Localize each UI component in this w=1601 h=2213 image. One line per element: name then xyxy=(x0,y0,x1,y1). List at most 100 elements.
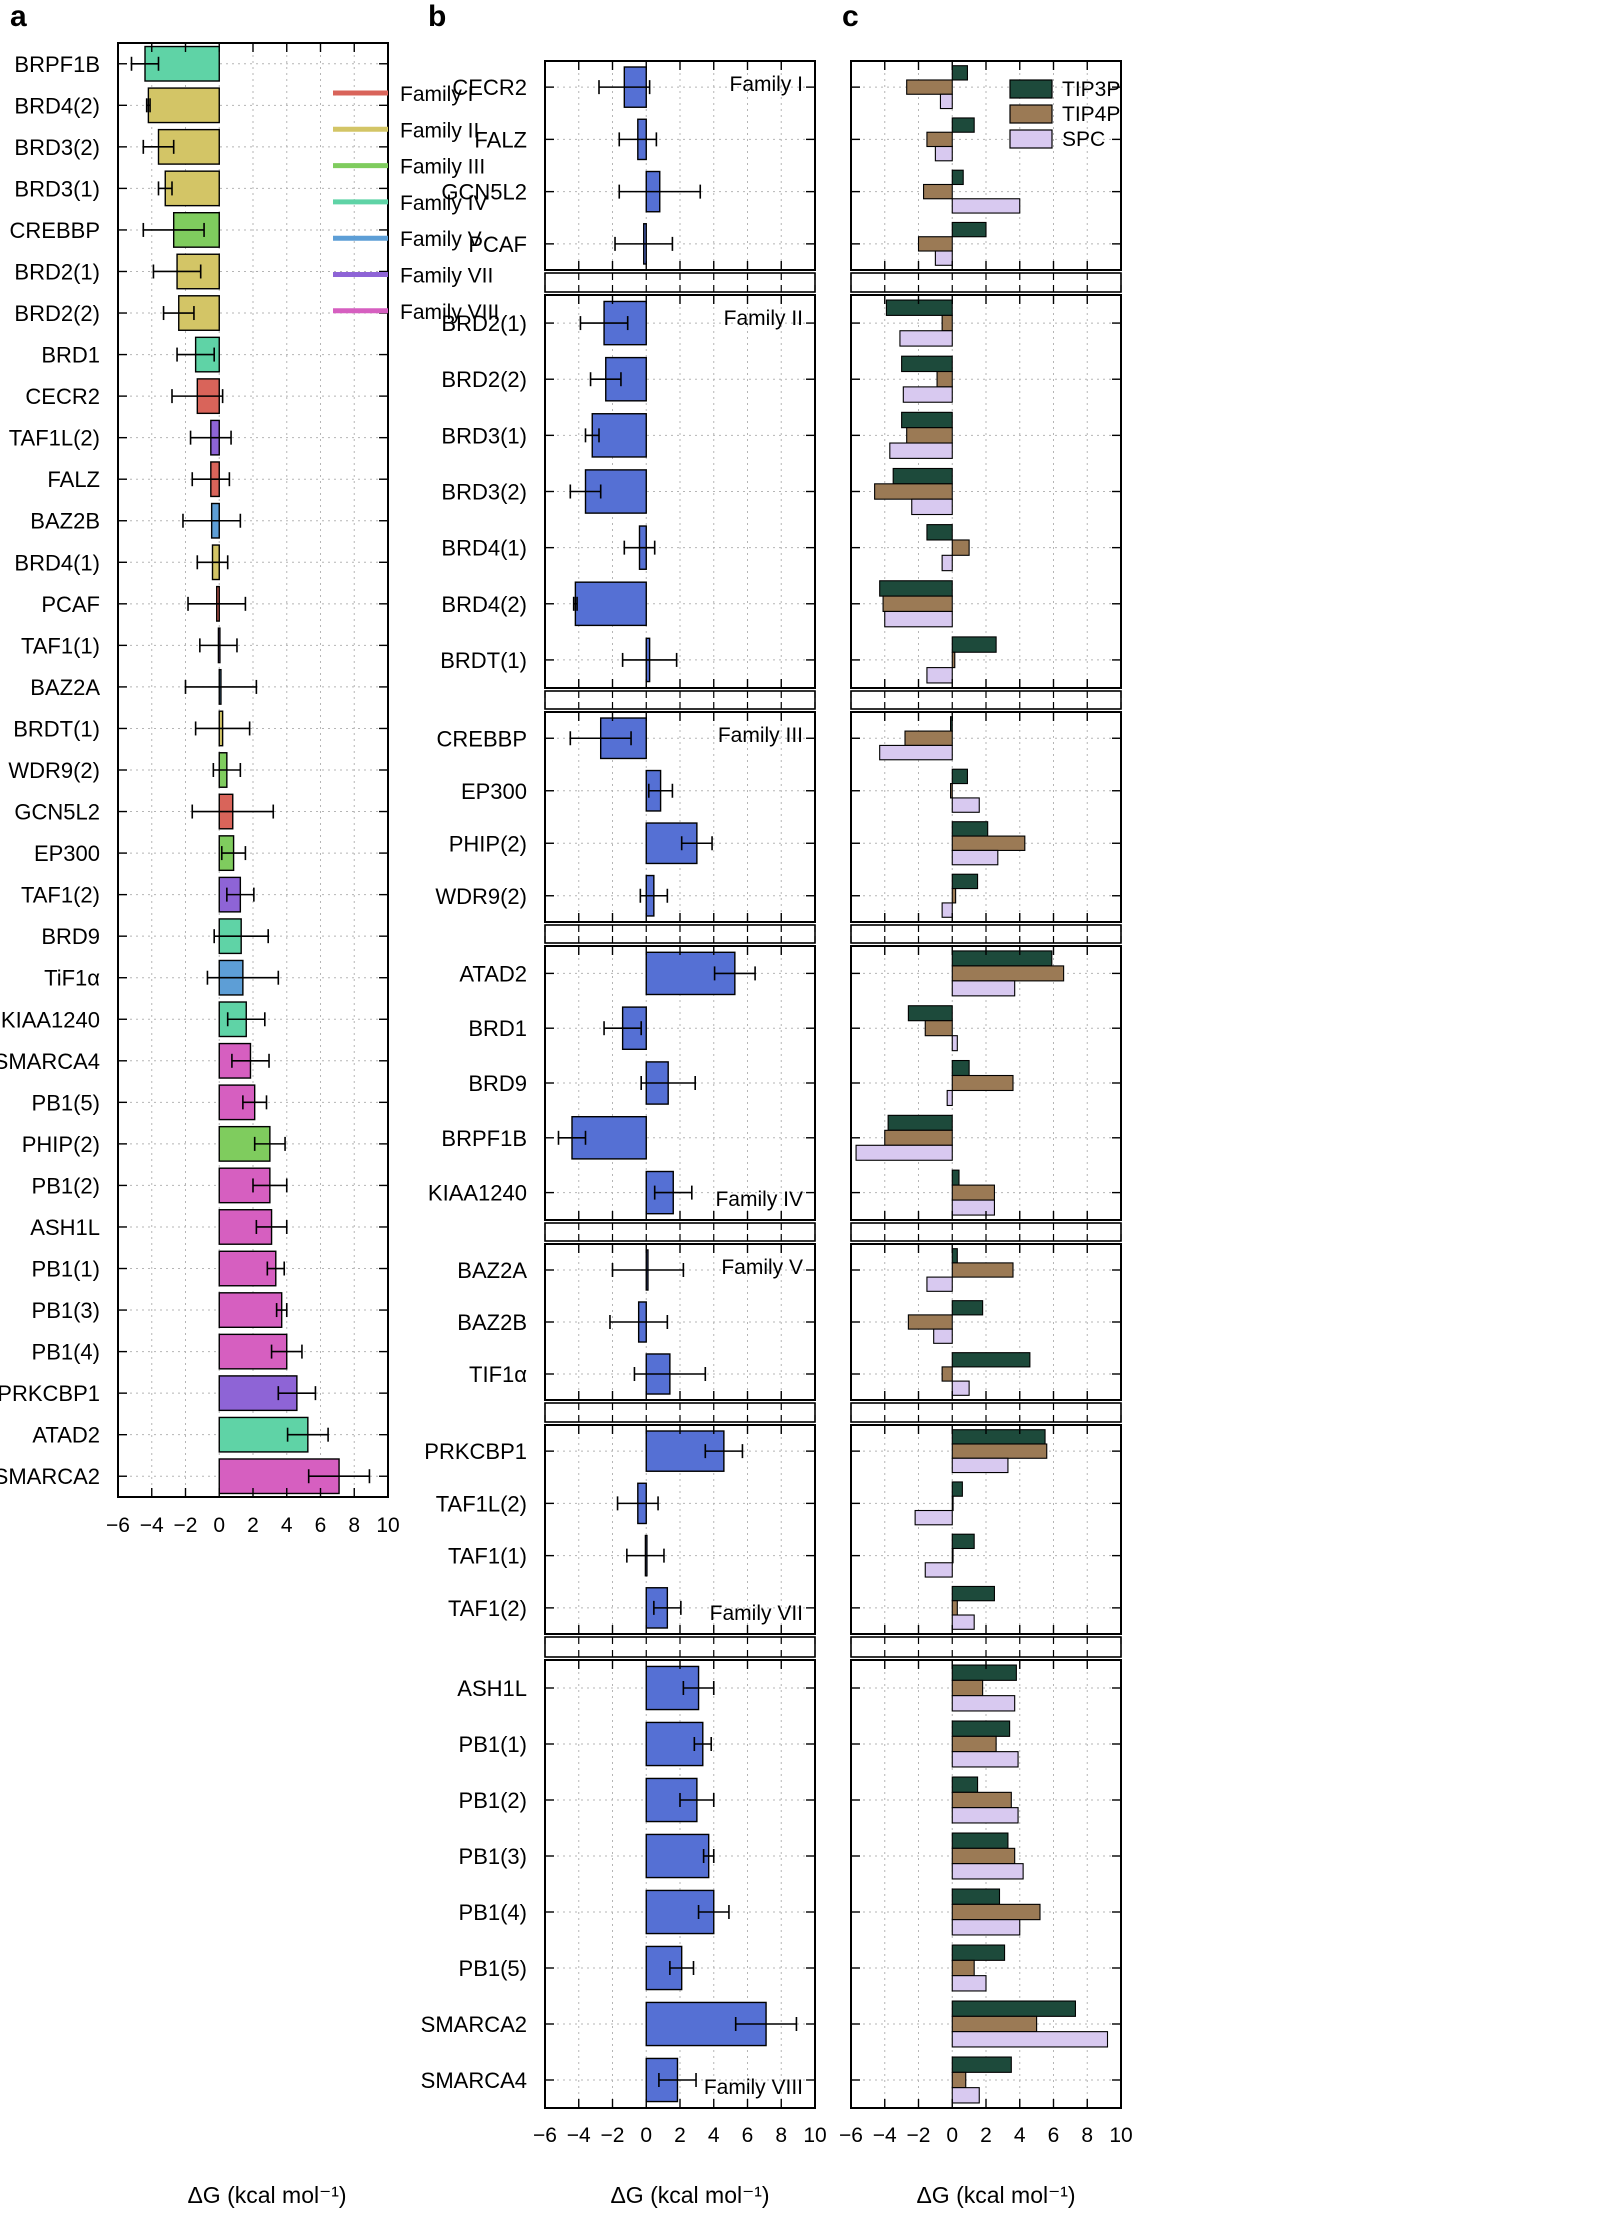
x-axis-label: ΔG (kcal mol⁻¹) xyxy=(610,2182,769,2208)
legend-swatch-spc xyxy=(1009,129,1053,149)
bar-cecr2-tip4p xyxy=(906,79,953,95)
family-label: Family VII xyxy=(710,1602,803,1625)
bar-brd2-1-spc xyxy=(899,330,953,347)
bar-ep300-tip4p xyxy=(950,783,953,799)
bar-brd3-1-tip3p xyxy=(901,411,953,429)
bar-pb1-4-tip3p xyxy=(951,1888,1001,1905)
bar-brd2-1-tip3p xyxy=(885,299,953,316)
bar-kiaa1240-tip3p xyxy=(951,1169,960,1186)
bar-taf1-2-tip4p xyxy=(951,1600,958,1616)
y-tick-label: BRD1 xyxy=(468,1016,527,1041)
bar-baz2b-spc xyxy=(933,1328,953,1344)
bar-wdr9-2-tip4p xyxy=(951,888,957,904)
bar-tif1-tip3p xyxy=(951,1352,1031,1368)
x-tick-label: 6 xyxy=(315,1514,327,1537)
bar-taf1-1-spc xyxy=(924,1562,953,1578)
y-tick-label: BRD2(1) xyxy=(441,311,527,336)
bar-prkcbp1-tip3p xyxy=(951,1429,1046,1445)
y-tick-label: TAF1(2) xyxy=(448,1596,527,1621)
bar-pb1-2-tip3p xyxy=(951,1776,979,1793)
family-label: Family III xyxy=(718,724,803,747)
y-tick-label: PCAF xyxy=(41,592,100,617)
y-tick-label: BRD1 xyxy=(41,343,100,368)
axes-frame xyxy=(850,1424,1122,1635)
y-tick-label: BRD3(1) xyxy=(441,423,527,448)
bar-smarca4-tip4p xyxy=(951,2071,967,2089)
bar-atad2-spc xyxy=(951,980,1016,997)
panel-letter-a: a xyxy=(10,0,27,33)
bar-pb1-2-tip4p xyxy=(951,1791,1012,1809)
bar-smarca2-tip4p xyxy=(951,2015,1038,2033)
y-tick-label: ATAD2 xyxy=(32,1423,100,1448)
bar-prkcbp1-spc xyxy=(951,1457,1009,1474)
y-tick-label: PB1(4) xyxy=(459,1900,527,1925)
x-tick-label: 10 xyxy=(803,2124,826,2147)
y-tick-label: BRD2(1) xyxy=(14,259,100,284)
bar-taf1-2-spc xyxy=(951,1614,975,1630)
y-tick-label: CECR2 xyxy=(25,384,100,409)
bar-brd2-1-tip4p xyxy=(941,314,953,332)
bar-pb1-1-tip4p xyxy=(951,1735,997,1753)
bar-ash1l-tip4p xyxy=(951,1679,984,1697)
bar-cecr2-spc xyxy=(939,93,953,110)
y-tick-label: PB1(5) xyxy=(32,1090,100,1115)
bar-pb1-3-tip4p xyxy=(951,1847,1016,1865)
x-tick-label: 2 xyxy=(674,2124,686,2147)
bar-baz2a-tip3p xyxy=(951,1248,958,1264)
x-tick-label: 6 xyxy=(1048,2124,1060,2147)
bar-crebbp-spc xyxy=(879,744,953,761)
bar-smarca4-spc xyxy=(951,2087,980,2104)
legend-label: SPC xyxy=(1062,128,1105,151)
legend-label: Family VIII xyxy=(400,301,499,324)
y-tick-label: PB1(1) xyxy=(32,1257,100,1282)
y-tick-label: PHIP(2) xyxy=(22,1132,100,1157)
bar-taf1l-2-tip3p xyxy=(951,1481,963,1497)
bar-phip-2-spc xyxy=(951,849,999,866)
bar-gcn5l2-tip3p xyxy=(951,169,964,186)
axes-frame xyxy=(544,1424,816,1635)
y-tick-label: BRD9 xyxy=(468,1071,527,1096)
bar-brd9-spc xyxy=(946,1089,953,1107)
y-tick-label: GCN5L2 xyxy=(441,180,527,205)
family-label: Family II xyxy=(724,307,803,330)
legend-label: TIP4P xyxy=(1062,103,1120,126)
bar-pb1-2-spc xyxy=(951,1807,1019,1824)
y-tick-label: CREBBP xyxy=(437,726,527,751)
y-tick-label: FALZ xyxy=(474,127,527,152)
bar-brd4-2-spc xyxy=(884,610,953,628)
axes-bridge xyxy=(544,1402,816,1423)
y-tick-label: BRDT(1) xyxy=(440,648,527,673)
y-tick-label: SMARCA4 xyxy=(0,1049,100,1074)
x-tick-label: 8 xyxy=(348,1514,360,1537)
bar-brd1-spc xyxy=(951,1035,958,1052)
x-tick-label: −2 xyxy=(174,1514,198,1537)
bar-prkcbp1-tip4p xyxy=(951,1443,1048,1459)
bar-brd3-1-spc xyxy=(889,442,953,459)
x-tick-label: 10 xyxy=(376,1514,399,1537)
x-tick-label: −2 xyxy=(601,2124,625,2147)
bar-pb1-3-tip3p xyxy=(951,1832,1009,1849)
y-tick-label: TIF1α xyxy=(469,1362,527,1387)
axes-bridge xyxy=(544,1222,816,1242)
bar-taf1l-2-spc xyxy=(914,1509,953,1526)
x-tick-label: 6 xyxy=(742,2124,754,2147)
axes-frame xyxy=(850,294,1122,689)
axes-frame xyxy=(850,711,1122,923)
bar-baz2a-tip4p xyxy=(951,1262,1014,1278)
bar-brd2-2-spc xyxy=(902,386,953,403)
y-tick-label: PB1(2) xyxy=(459,1788,527,1813)
legend-label: Family I xyxy=(400,83,474,106)
x-tick-label: −4 xyxy=(140,1514,164,1537)
y-tick-label: PB1(5) xyxy=(459,1956,527,1981)
bar-pcaf-spc xyxy=(934,250,953,266)
y-tick-label: BRD4(1) xyxy=(441,536,527,561)
axes-frame xyxy=(544,1659,816,2109)
y-tick-label: BAZ2A xyxy=(457,1258,527,1283)
y-tick-label: SMARCA4 xyxy=(421,2068,527,2093)
y-tick-label: BAZ2B xyxy=(457,1310,527,1335)
legend-swatch-tip4p xyxy=(1009,104,1053,124)
x-tick-label: −4 xyxy=(567,2124,591,2147)
y-tick-label: TAF1L(2) xyxy=(9,426,100,451)
bar-ash1l-spc xyxy=(951,1695,1016,1712)
y-tick-label: BRDT(1) xyxy=(13,716,100,741)
